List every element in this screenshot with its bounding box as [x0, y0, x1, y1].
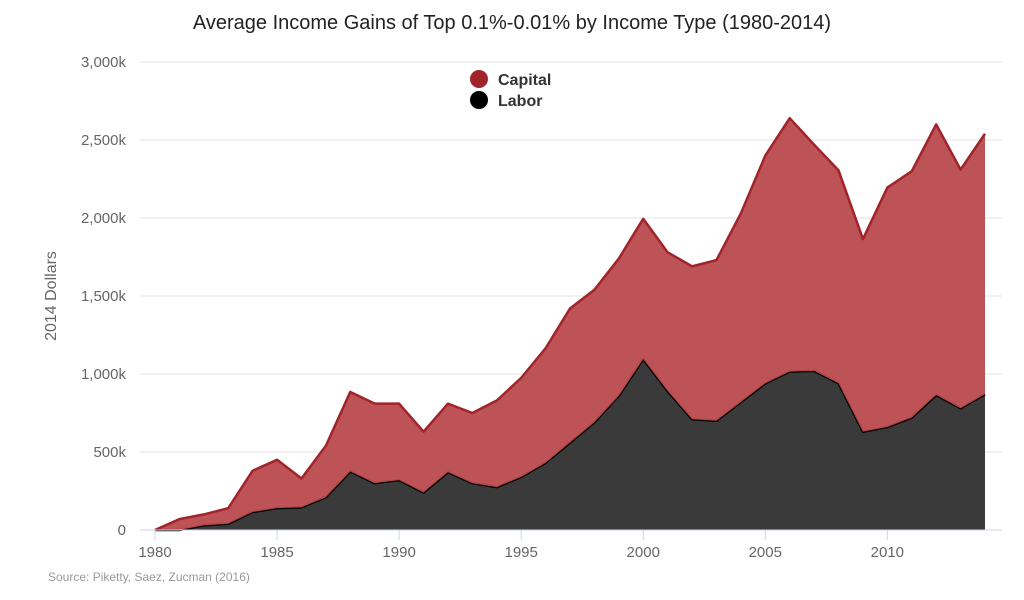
legend[interactable]: Capital Labor	[470, 70, 551, 110]
y-tick-label: 1,500k	[81, 288, 127, 305]
legend-marker-labor	[470, 91, 488, 109]
y-tick-label: 2,000k	[81, 210, 127, 227]
source-note: Source: Piketty, Saez, Zucman (2016)	[48, 570, 250, 584]
x-tick-label: 2005	[749, 544, 782, 561]
area-capital[interactable]	[155, 118, 985, 530]
legend-item-capital[interactable]: Capital	[470, 70, 551, 89]
area-layer	[154, 116, 987, 532]
legend-label-labor: Labor	[498, 93, 542, 110]
axis-layer: 0 500k 1,000k 1,500k 2,000k 2,500k 3,000k 1980 1…	[81, 54, 1002, 561]
line-capital	[154, 116, 987, 532]
x-tick-label: 1995	[504, 544, 537, 561]
x-tick-label: 1990	[382, 544, 415, 561]
legend-label-capital: Capital	[498, 72, 551, 89]
x-tick-label: 1985	[260, 544, 293, 561]
y-axis-title: 2014 Dollars	[43, 251, 60, 341]
legend-item-labor[interactable]: Labor	[470, 91, 542, 110]
y-tick-label: 3,000k	[81, 54, 127, 71]
y-tick-label: 0	[118, 522, 126, 539]
y-tick-label: 2,500k	[81, 132, 127, 149]
chart-title: Average Income Gains of Top 0.1%-0.01% b…	[193, 12, 831, 34]
area-labor[interactable]	[155, 359, 985, 530]
legend-marker-capital	[470, 70, 488, 88]
x-tick-label: 2010	[871, 544, 904, 561]
x-tick-label: 1980	[138, 544, 171, 561]
y-tick-label: 1,000k	[81, 366, 127, 383]
x-tick-label: 2000	[627, 544, 660, 561]
y-tick-label: 500k	[93, 444, 126, 461]
